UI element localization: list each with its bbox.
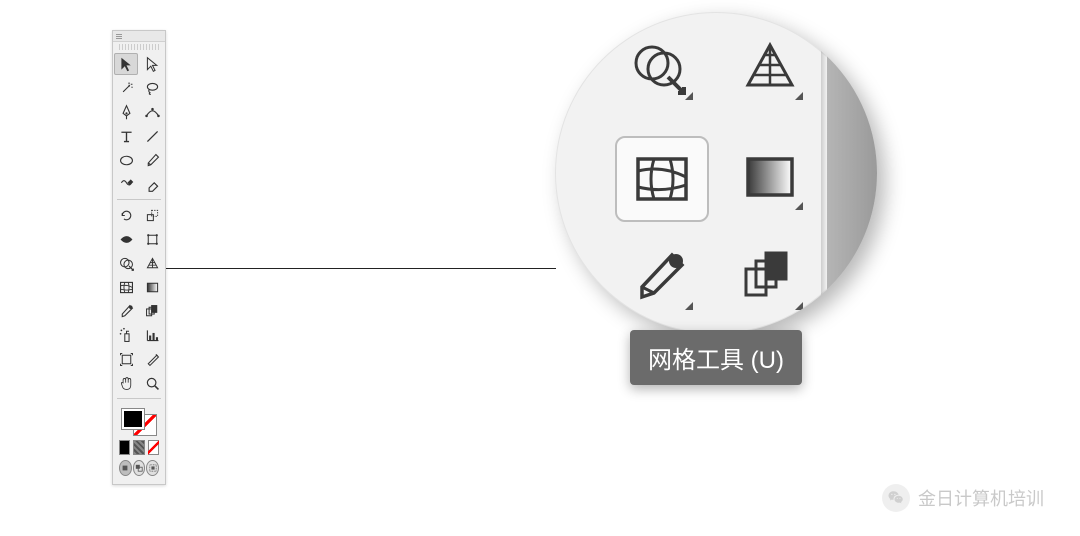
symbol-sprayer-tool[interactable] <box>114 324 138 346</box>
eraser-tool[interactable] <box>140 173 164 195</box>
shaper-tool[interactable] <box>114 173 138 195</box>
line-segment-tool[interactable] <box>140 125 164 147</box>
shape-builder-tool-large[interactable] <box>623 30 697 104</box>
draw-behind-mode[interactable] <box>133 460 146 476</box>
mesh-tool-large[interactable] <box>615 136 709 222</box>
selection-tool[interactable] <box>114 53 138 75</box>
zoom-tool[interactable] <box>140 372 164 394</box>
color-controls <box>113 402 165 478</box>
draw-normal-mode[interactable] <box>119 460 132 476</box>
perspective-grid-tool[interactable] <box>140 252 164 274</box>
watermark: 金日计算机培训 <box>882 484 1044 512</box>
artboard-tool[interactable] <box>114 348 138 370</box>
panel-edge <box>827 12 877 334</box>
draw-inside-mode[interactable] <box>146 460 159 476</box>
color-mode-none[interactable] <box>148 440 159 455</box>
free-transform-tool[interactable] <box>140 228 164 250</box>
zoom-callout <box>555 12 877 334</box>
separator <box>117 398 161 399</box>
separator <box>117 199 161 200</box>
direct-selection-tool[interactable] <box>140 53 164 75</box>
eyedropper-tool-large[interactable] <box>623 240 697 314</box>
gradient-tool-large[interactable] <box>733 140 807 214</box>
fill-stroke-swatch[interactable] <box>121 408 157 436</box>
mesh-tool[interactable] <box>114 276 138 298</box>
fill-swatch[interactable] <box>121 408 145 430</box>
rotate-tool[interactable] <box>114 204 138 226</box>
blend-tool-large[interactable] <box>733 240 807 314</box>
connector-line <box>166 268 556 269</box>
perspective-grid-tool-large[interactable] <box>733 30 807 104</box>
color-mode-gradient[interactable] <box>133 440 144 455</box>
magic-wand-tool[interactable] <box>114 77 138 99</box>
panel-grip[interactable] <box>119 44 159 50</box>
tools-panel <box>112 30 166 485</box>
shape-builder-tool[interactable] <box>114 252 138 274</box>
scale-tool[interactable] <box>140 204 164 226</box>
paintbrush-tool[interactable] <box>140 149 164 171</box>
color-mode-solid[interactable] <box>119 440 130 455</box>
tooltip: 网格工具 (U) <box>630 330 802 385</box>
width-tool[interactable] <box>114 228 138 250</box>
ellipse-tool[interactable] <box>114 149 138 171</box>
blend-tool[interactable] <box>140 300 164 322</box>
wechat-icon <box>882 484 910 512</box>
panel-collapse-handle[interactable] <box>113 31 165 42</box>
hand-tool[interactable] <box>114 372 138 394</box>
tooltip-text: 网格工具 (U) <box>648 347 784 374</box>
pen-tool[interactable] <box>114 101 138 123</box>
gradient-tool[interactable] <box>140 276 164 298</box>
slice-tool[interactable] <box>140 348 164 370</box>
column-graph-tool[interactable] <box>140 324 164 346</box>
curvature-tool[interactable] <box>140 101 164 123</box>
type-tool[interactable] <box>114 125 138 147</box>
watermark-text: 金日计算机培训 <box>918 485 1044 511</box>
eyedropper-tool[interactable] <box>114 300 138 322</box>
lasso-tool[interactable] <box>140 77 164 99</box>
